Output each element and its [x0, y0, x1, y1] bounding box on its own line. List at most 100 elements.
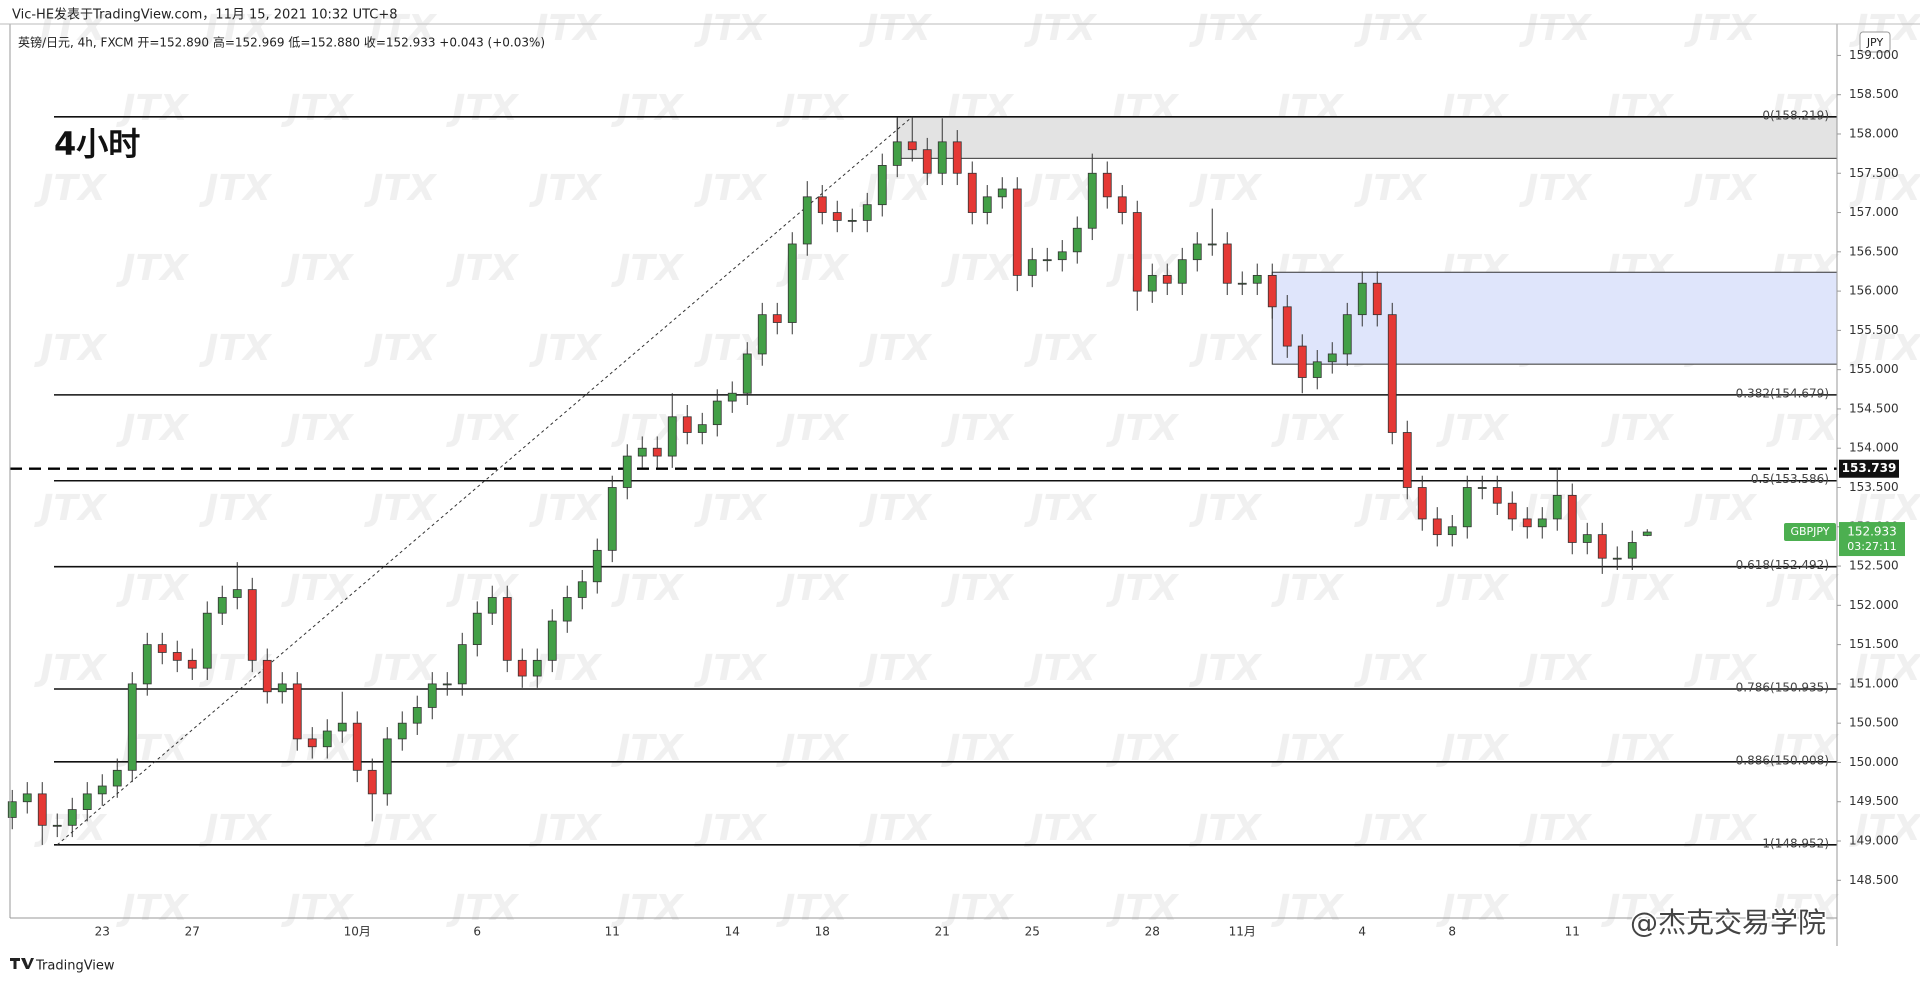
x-tick-label: 11	[605, 925, 620, 939]
watermark: JTX	[776, 88, 850, 129]
x-tick-label: 4	[1358, 925, 1366, 939]
candle-body	[487, 597, 497, 614]
candle-body	[127, 683, 137, 771]
candle-body	[1492, 487, 1502, 504]
candle-body	[112, 769, 122, 787]
publisher: Vic-HE发表于TradingView.com，11月 15, 2021 10…	[12, 7, 398, 23]
watermark: JTX	[1024, 328, 1098, 369]
watermark: JTX	[776, 568, 850, 609]
candle-body	[352, 722, 362, 771]
candle-body	[1357, 282, 1367, 316]
candle-body	[1402, 432, 1412, 488]
brand: TradingView	[35, 959, 115, 974]
candle-body	[1582, 534, 1592, 543]
watermark: JTX	[941, 888, 1015, 929]
candle-body	[1027, 259, 1037, 276]
watermark: JTX	[776, 728, 850, 769]
level-label: 0.618(152.492)	[1736, 558, 1829, 572]
watermark: JTX	[199, 808, 273, 849]
candle-body	[427, 683, 437, 708]
level-label: 0.382(154.679)	[1736, 386, 1829, 400]
watermark: JTX	[199, 488, 273, 529]
candle-body	[1162, 274, 1172, 284]
x-tick-label: 21	[935, 925, 950, 939]
candle-body	[1102, 172, 1112, 198]
currency-box	[1859, 31, 1891, 53]
candle-body	[97, 785, 107, 795]
level-label: 0.5(153.586)	[1751, 472, 1829, 486]
x-tick-label: 25	[1025, 925, 1040, 939]
y-tick-label: 150.500	[1849, 716, 1899, 730]
watermark: JTX	[1601, 408, 1675, 449]
candle-body	[157, 644, 167, 653]
watermark: JTX	[364, 328, 438, 369]
watermark: JTX	[1849, 808, 1920, 849]
candle-body	[1207, 243, 1217, 246]
watermark: JTX	[116, 568, 190, 609]
y-tick-label: 150.000	[1849, 755, 1899, 769]
candle-body	[847, 219, 857, 222]
candle-body	[277, 683, 287, 693]
y-tick-label: 149.000	[1849, 834, 1899, 848]
candle-body	[1297, 345, 1307, 378]
candle-body	[607, 487, 617, 551]
x-tick-label: 6	[473, 925, 481, 939]
watermark: JTX	[694, 328, 768, 369]
candle-body	[1192, 243, 1202, 261]
y-tick-label: 155.000	[1849, 362, 1899, 376]
candle-body	[1237, 282, 1247, 285]
candle-body	[892, 141, 902, 166]
zone	[1271, 271, 1838, 365]
watermark: JTX	[446, 88, 520, 129]
candle-body	[172, 652, 182, 661]
watermark: JTX	[1271, 408, 1345, 449]
candle-body	[1057, 251, 1067, 261]
annotation: 4小时	[54, 125, 140, 163]
y-tick-label: 158.000	[1849, 126, 1899, 140]
watermark: JTX	[34, 168, 108, 209]
price-tag-label: 152.933	[1847, 525, 1897, 539]
watermark: JTX	[199, 168, 273, 209]
watermark: JTX	[1189, 328, 1263, 369]
watermark: JTX	[1766, 408, 1840, 449]
watermark: JTX	[694, 808, 768, 849]
watermark: JTX	[859, 168, 933, 209]
candle-body	[37, 793, 47, 826]
watermark: JTX	[1684, 648, 1758, 689]
candle-body	[217, 597, 227, 614]
currency: JPY	[1866, 36, 1884, 49]
candle-body	[1567, 494, 1577, 543]
symbol-info: 英镑/日元, 4h, FXCM 开=152.890 高=152.969 低=15…	[18, 35, 545, 50]
candle-body	[1522, 518, 1532, 528]
level-label: 0.886(150.008)	[1736, 753, 1829, 767]
brand-logo	[10, 958, 34, 969]
candle-body	[1627, 542, 1637, 559]
watermark: JTX	[529, 8, 603, 49]
watermark: JTX	[1354, 648, 1428, 689]
price-tag	[1839, 522, 1905, 557]
candle-body	[1177, 259, 1187, 284]
watermark: JTX	[1354, 488, 1428, 529]
watermark: JTX	[116, 888, 190, 929]
symbol-tag-label: GBPJPY	[1790, 525, 1829, 538]
y-tick-label: 155.500	[1849, 323, 1899, 337]
candle-body	[532, 659, 542, 677]
candle-body	[652, 447, 662, 457]
candle-body	[82, 793, 92, 810]
watermark: JTX	[776, 888, 850, 929]
watermark: JTX	[776, 248, 850, 289]
watermark: JTX	[1601, 728, 1675, 769]
watermark: JTX	[1849, 328, 1920, 369]
watermark: JTX	[694, 648, 768, 689]
candle-body	[232, 589, 242, 598]
watermark: JTX	[1519, 8, 1593, 49]
candle-body	[1507, 502, 1517, 520]
candle-body	[562, 597, 572, 622]
watermark: JTX	[281, 248, 355, 289]
candle-body	[997, 188, 1007, 198]
watermark: JTX	[1519, 168, 1593, 209]
watermark: JTX	[1684, 488, 1758, 529]
level-label: 0.786(150.935)	[1736, 681, 1829, 695]
candle-body	[322, 730, 332, 748]
